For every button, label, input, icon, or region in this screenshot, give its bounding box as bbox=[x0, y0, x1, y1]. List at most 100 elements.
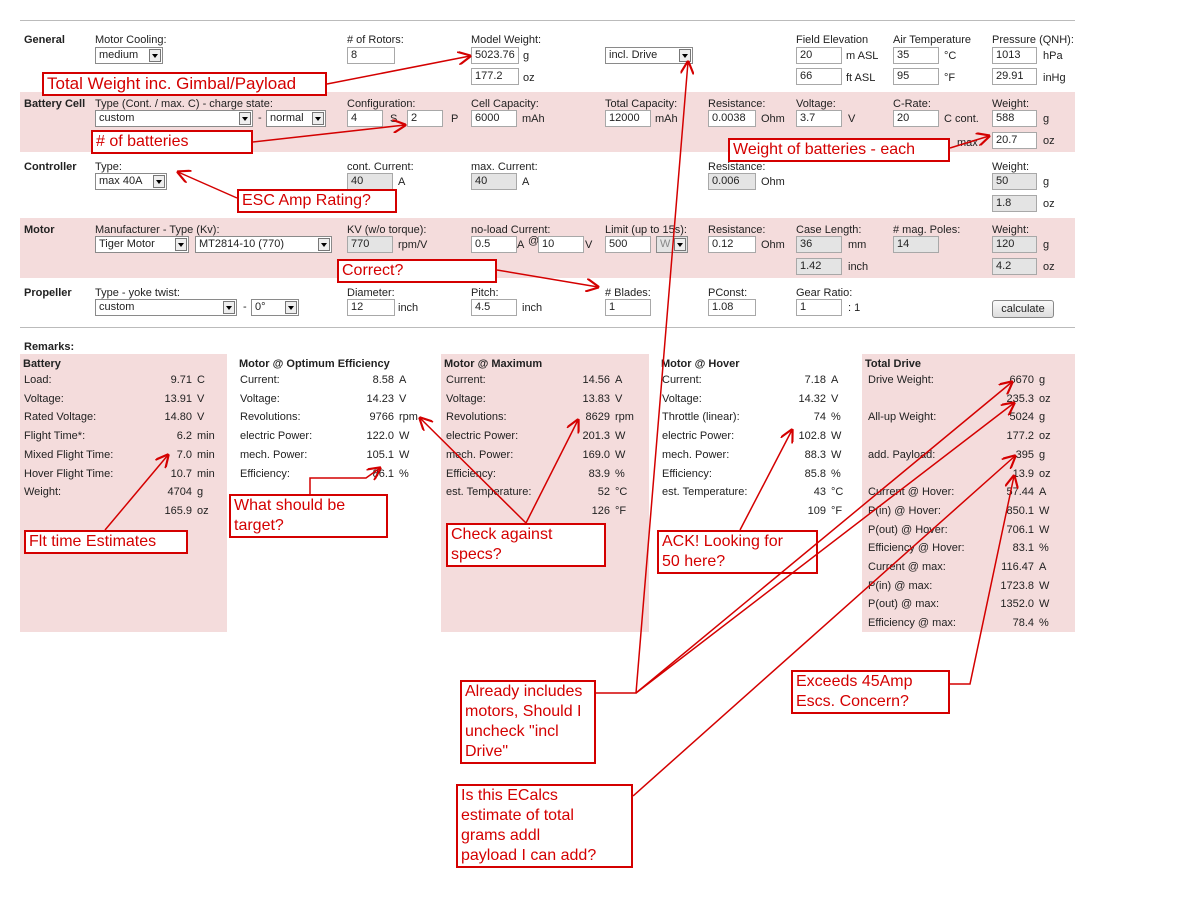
input[interactable]: 588 bbox=[992, 110, 1037, 127]
result-value: 105.1 bbox=[366, 448, 394, 461]
dropdown[interactable]: Tiger Motor bbox=[95, 236, 189, 253]
input[interactable]: 20.7 bbox=[992, 132, 1037, 149]
result-unit: % bbox=[1039, 617, 1049, 630]
readonly-field: 36 bbox=[796, 236, 842, 253]
dropdown-arrow[interactable] bbox=[318, 238, 330, 251]
remarks-title: Remarks: bbox=[24, 341, 75, 353]
dropdown-arrow[interactable] bbox=[149, 49, 161, 62]
readonly-field: 50 bbox=[992, 173, 1037, 190]
text: °F bbox=[944, 72, 956, 84]
input[interactable]: 66 bbox=[796, 68, 842, 85]
input[interactable]: 20 bbox=[893, 110, 939, 127]
result-label: Throttle (linear): bbox=[662, 411, 740, 424]
field-label: no-load Current: bbox=[471, 224, 551, 236]
result-unit: V bbox=[197, 411, 205, 424]
dropdown[interactable]: MT2814-10 (770) bbox=[195, 236, 332, 253]
input[interactable]: 1.08 bbox=[708, 299, 756, 316]
text: V bbox=[848, 113, 856, 125]
input[interactable]: 35 bbox=[893, 47, 939, 64]
input[interactable]: 5023.76 bbox=[471, 47, 519, 64]
result-label: Revolutions: bbox=[240, 411, 301, 424]
dropdown-arrow[interactable] bbox=[285, 301, 297, 314]
input[interactable]: 12 bbox=[347, 299, 395, 316]
result-unit: V bbox=[615, 392, 623, 405]
dropdown-arrow[interactable] bbox=[153, 175, 165, 188]
result-unit: W bbox=[1039, 523, 1050, 536]
input[interactable]: 1 bbox=[796, 299, 842, 316]
dropdown-arrow[interactable] bbox=[674, 238, 686, 251]
result-unit: W bbox=[831, 430, 842, 443]
input[interactable]: 1013 bbox=[992, 47, 1037, 64]
field-label: PConst: bbox=[708, 287, 748, 299]
input[interactable]: 10 bbox=[538, 236, 584, 253]
dropdown[interactable]: custom bbox=[95, 299, 237, 316]
input[interactable]: 177.2 bbox=[471, 68, 519, 85]
dropdown-arrow[interactable] bbox=[312, 112, 324, 125]
dropdown[interactable]: incl. Drive bbox=[605, 47, 693, 64]
result-unit: % bbox=[831, 467, 841, 480]
result-label: add. Payload: bbox=[868, 448, 936, 461]
dropdown[interactable]: max 40A bbox=[95, 173, 167, 190]
dropdown[interactable]: 0° bbox=[251, 299, 299, 316]
text: V bbox=[585, 239, 593, 251]
dropdown[interactable]: normal bbox=[266, 110, 326, 127]
result-unit: A bbox=[831, 374, 839, 386]
input[interactable]: 2 bbox=[407, 110, 443, 127]
result-label: Voltage: bbox=[446, 392, 486, 405]
section-title: Battery Cell bbox=[24, 98, 86, 110]
dropdown-arrow[interactable] bbox=[175, 238, 187, 251]
result-value: 126 bbox=[591, 504, 610, 517]
input[interactable]: 12000 bbox=[605, 110, 651, 127]
annotation-line: payload I can add? bbox=[461, 847, 597, 864]
result-label: est. Temperature: bbox=[446, 486, 532, 499]
input[interactable]: 4.5 bbox=[471, 299, 517, 316]
panel-title: Motor @ Maximum bbox=[444, 358, 543, 370]
result-label: P(out) @ Hover: bbox=[868, 523, 948, 536]
input[interactable]: 8 bbox=[347, 47, 395, 64]
input[interactable]: 0.5 bbox=[471, 236, 517, 253]
result-unit: C bbox=[197, 374, 205, 386]
input[interactable]: 0.12 bbox=[708, 236, 756, 253]
result-unit: W bbox=[615, 430, 626, 443]
dropdown-arrow[interactable] bbox=[239, 112, 251, 125]
annotation: Exceeds 45Amp Escs. Concern? bbox=[791, 670, 950, 714]
field-label: Model Weight: bbox=[471, 34, 542, 46]
result-label: Efficiency: bbox=[240, 467, 290, 480]
text: A bbox=[517, 239, 525, 251]
input[interactable]: 1 bbox=[605, 299, 651, 316]
input[interactable]: 500 bbox=[605, 236, 651, 253]
result-label: Voltage: bbox=[240, 392, 280, 405]
result-unit: oz bbox=[1039, 467, 1051, 480]
field-label: Resistance: bbox=[708, 161, 766, 173]
dropdown[interactable]: W bbox=[656, 236, 688, 253]
input[interactable]: 20 bbox=[796, 47, 842, 64]
input[interactable]: 3.7 bbox=[796, 110, 842, 127]
result-value: 177.2 bbox=[1006, 430, 1034, 443]
calculate-button[interactable]: calculate bbox=[992, 300, 1054, 318]
text: : 1 bbox=[848, 302, 861, 314]
result-label: electric Power: bbox=[662, 430, 735, 443]
result-label: est. Temperature: bbox=[662, 486, 748, 499]
text: g bbox=[1043, 176, 1050, 188]
input[interactable]: 6000 bbox=[471, 110, 517, 127]
result-unit: °C bbox=[831, 486, 844, 499]
readonly-field: 4.2 bbox=[992, 258, 1037, 275]
annotation-line: target? bbox=[234, 517, 284, 534]
result-label: Current @ max: bbox=[868, 561, 946, 573]
result-value: 165.9 bbox=[164, 504, 192, 517]
result-unit: g bbox=[197, 486, 204, 499]
input[interactable]: 0.0038 bbox=[708, 110, 756, 127]
dropdown-arrow[interactable] bbox=[679, 49, 691, 62]
field-label: Type: bbox=[95, 161, 122, 173]
input[interactable]: 95 bbox=[893, 68, 939, 85]
result-label: Efficiency: bbox=[662, 467, 712, 480]
input[interactable]: 29.91 bbox=[992, 68, 1037, 85]
annotation: Is this ECalcs estimate of total grams add… bbox=[456, 784, 633, 868]
dropdown[interactable]: custom bbox=[95, 110, 253, 127]
dropdown-arrow[interactable] bbox=[223, 301, 235, 314]
text: inch bbox=[522, 302, 543, 314]
result-label: Drive Weight: bbox=[868, 374, 934, 386]
input[interactable]: 4 bbox=[347, 110, 383, 127]
dropdown[interactable]: medium bbox=[95, 47, 163, 64]
